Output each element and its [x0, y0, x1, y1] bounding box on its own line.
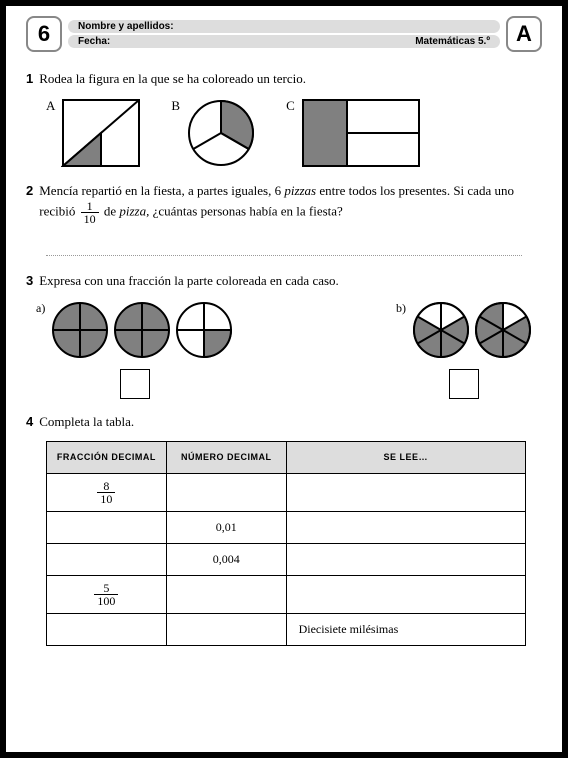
ex1-fig-c: C [286, 98, 421, 168]
ex2-pizzas: pizzas [284, 183, 316, 198]
ex3-prompt-row: 3 Expresa con una fracción la parte colo… [26, 272, 542, 290]
ex3-figures: a) [36, 301, 532, 399]
ex2-number: 2 [26, 182, 33, 225]
frac-n: 5 [94, 582, 118, 595]
rect-diagram [301, 98, 421, 168]
cell-decimal[interactable]: 0,004 [166, 543, 286, 575]
th-reads: SE LEE… [286, 441, 525, 473]
ex1-fig-b: B [171, 98, 256, 168]
table-row: Diecisiete milésimas [47, 613, 526, 645]
decimal-table: FRACCIÓN DECIMAL NÚMERO DECIMAL SE LEE… … [46, 441, 526, 646]
th-fraction: FRACCIÓN DECIMAL [47, 441, 167, 473]
date-field[interactable]: Fecha: Matemáticas 5.º [68, 35, 500, 48]
ex4-prompt-row: 4 Completa la tabla. [26, 413, 542, 431]
circle-sixths-1 [412, 301, 470, 359]
table-row: 0,01 [47, 511, 526, 543]
worksheet-page: 6 Nombre y apellidos: Fecha: Matemáticas… [6, 6, 562, 752]
exercise-2: 2 Mencía repartió en la fiesta, a partes… [26, 182, 542, 256]
date-label: Fecha: [78, 36, 110, 47]
ex1-number: 1 [26, 70, 33, 88]
table-row: 5100 [47, 575, 526, 613]
ex3-number: 3 [26, 272, 33, 290]
ex3-label-b: b) [396, 301, 406, 316]
ex3-answer-b[interactable] [449, 369, 479, 399]
ex2-text-3: de [101, 204, 120, 219]
ex3-prompt: Expresa con una fracción la parte colore… [39, 272, 339, 290]
worksheet-header: 6 Nombre y apellidos: Fecha: Matemáticas… [26, 16, 542, 52]
cell-decimal[interactable]: 0,01 [166, 511, 286, 543]
ex3-answer-a[interactable] [120, 369, 150, 399]
ex4-prompt: Completa la tabla. [39, 413, 134, 431]
frac-d: 100 [94, 595, 118, 607]
ex2-pizza: pizza, [119, 204, 149, 219]
ex2-fraction: 110 [81, 200, 99, 225]
header-fields: Nombre y apellidos: Fecha: Matemáticas 5… [68, 20, 500, 48]
ex2-prompt-row: 2 Mencía repartió en la fiesta, a partes… [26, 182, 542, 225]
ex3-label-a: a) [36, 301, 45, 316]
ex4-number: 4 [26, 413, 33, 431]
circle-quarters-2 [113, 301, 171, 359]
exercise-1: 1 Rodea la figura en la que se ha colore… [26, 70, 542, 168]
cell-fraction[interactable] [47, 511, 167, 543]
ex3-group-a: a) [36, 301, 233, 399]
answer-line[interactable] [46, 255, 522, 256]
frac-n: 8 [97, 480, 115, 493]
cell-reads[interactable]: Diecisiete milésimas [286, 613, 525, 645]
cell-fraction[interactable]: 810 [47, 473, 167, 511]
cell-decimal[interactable] [166, 473, 286, 511]
ex1-label-b: B [171, 98, 180, 114]
ex1-label-a: A [46, 98, 55, 114]
cell-fraction[interactable]: 5100 [47, 575, 167, 613]
table-row: 810 [47, 473, 526, 511]
circle-quarters-1 [51, 301, 109, 359]
circle-quarters-3 [175, 301, 233, 359]
exercise-3: 3 Expresa con una fracción la parte colo… [26, 272, 542, 398]
name-label: Nombre y apellidos: [78, 21, 174, 32]
ex2-text-1: Mencía repartió en la fiesta, a partes i… [39, 183, 284, 198]
frac-d: 10 [97, 493, 115, 505]
cell-reads[interactable] [286, 473, 525, 511]
circle-sixths-2 [474, 301, 532, 359]
ex2-prompt: Mencía repartió en la fiesta, a partes i… [39, 182, 542, 225]
ex1-fig-a: A [46, 98, 141, 168]
ex2-text-4: ¿cuántas personas había en la fiesta? [149, 204, 342, 219]
frac-denominator: 10 [81, 213, 99, 225]
cell-decimal[interactable] [166, 613, 286, 645]
cell-decimal[interactable] [166, 575, 286, 613]
page-number-badge: 6 [26, 16, 62, 52]
ex1-figures: A B C [46, 98, 542, 168]
ex1-prompt: Rodea la figura en la que se ha coloread… [39, 70, 306, 88]
table-body: 810 0,01 0,004 5100 [47, 473, 526, 645]
ex1-prompt-row: 1 Rodea la figura en la que se ha colore… [26, 70, 542, 88]
exercise-4: 4 Completa la tabla. FRACCIÓN DECIMAL NÚ… [26, 413, 542, 646]
square-diagram [61, 98, 141, 168]
th-decimal: NÚMERO DECIMAL [166, 441, 286, 473]
ex3-group-b: b) [396, 301, 532, 399]
ex1-label-c: C [286, 98, 295, 114]
name-field[interactable]: Nombre y apellidos: [68, 20, 500, 33]
cell-reads[interactable] [286, 543, 525, 575]
subject-label: Matemáticas 5.º [415, 36, 490, 47]
table-row: 0,004 [47, 543, 526, 575]
cell-reads[interactable] [286, 511, 525, 543]
cell-fraction[interactable] [47, 613, 167, 645]
cell-reads[interactable] [286, 575, 525, 613]
cell-fraction[interactable] [47, 543, 167, 575]
circle-diagram [186, 98, 256, 168]
variant-badge: A [506, 16, 542, 52]
